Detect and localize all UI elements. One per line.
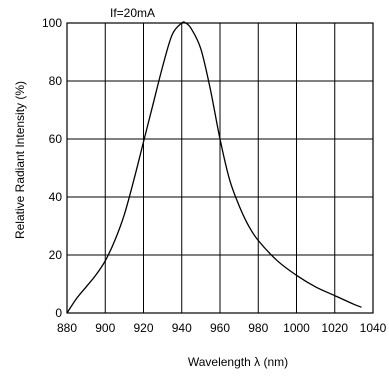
intensity-curve [66,21,362,314]
x-tick-labels: 880 900 920 940 960 980 1000 1020 1040 [57,321,387,335]
y-tick-label: 40 [49,190,63,204]
x-tick-label: 1020 [321,321,348,335]
x-axis-title: Wavelength λ (nm) [188,355,288,369]
x-tick-label: 940 [172,321,192,335]
y-tick-label: 100 [42,16,62,30]
y-axis-title: Relative Radiant Intensity (%) [13,81,27,239]
x-tick-label: 920 [133,321,153,335]
grid [66,22,374,314]
x-tick-label: 960 [210,321,230,335]
y-tick-label: 0 [55,306,62,320]
y-tick-label: 60 [49,132,63,146]
x-tick-label: 980 [248,321,268,335]
x-tick-label: 1000 [283,321,310,335]
x-tick-label: 1040 [360,321,387,335]
y-tick-label: 20 [49,248,63,262]
x-tick-label: 900 [95,321,115,335]
x-tick-label: 880 [57,321,77,335]
y-tick-label: 80 [49,74,63,88]
y-tick-labels: 0 20 40 60 80 100 [42,16,62,320]
test-condition-label: If=20mA [110,6,155,20]
plot-frame [66,22,374,314]
